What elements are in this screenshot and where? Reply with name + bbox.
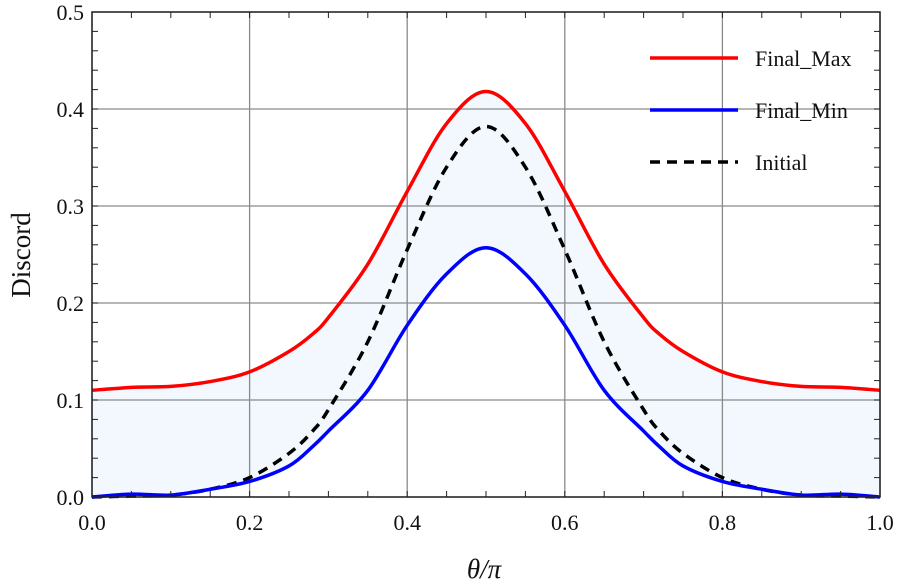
band-fill bbox=[92, 91, 880, 497]
series-line-final-min bbox=[91, 245, 881, 499]
legend-label: Final_Max bbox=[755, 46, 852, 71]
legend-label: Final_Min bbox=[755, 98, 848, 123]
y-tick-label: 0.0 bbox=[57, 485, 85, 510]
y-tick-label: 0.2 bbox=[57, 291, 85, 316]
x-tick-label: 0.0 bbox=[78, 510, 106, 535]
y-tick-label: 0.4 bbox=[57, 97, 85, 122]
x-tick-label: 0.6 bbox=[551, 510, 579, 535]
y-tick-label: 0.5 bbox=[57, 0, 85, 25]
x-tick-label: 0.4 bbox=[393, 510, 421, 535]
y-axis-label: Discord bbox=[6, 212, 36, 298]
x-tick-label: 0.8 bbox=[709, 510, 737, 535]
series-line-final-max bbox=[91, 89, 881, 393]
legend-label: Initial bbox=[755, 150, 808, 175]
x-axis-label: θ/π bbox=[467, 554, 503, 584]
series-line-initial bbox=[91, 124, 881, 499]
y-tick-label: 0.1 bbox=[57, 388, 85, 413]
legend: Final_Max Final_Min Initial bbox=[650, 46, 852, 175]
y-tick-label: 0.3 bbox=[57, 194, 85, 219]
x-tick-label: 1.0 bbox=[866, 510, 894, 535]
x-tick-label: 0.2 bbox=[236, 510, 264, 535]
